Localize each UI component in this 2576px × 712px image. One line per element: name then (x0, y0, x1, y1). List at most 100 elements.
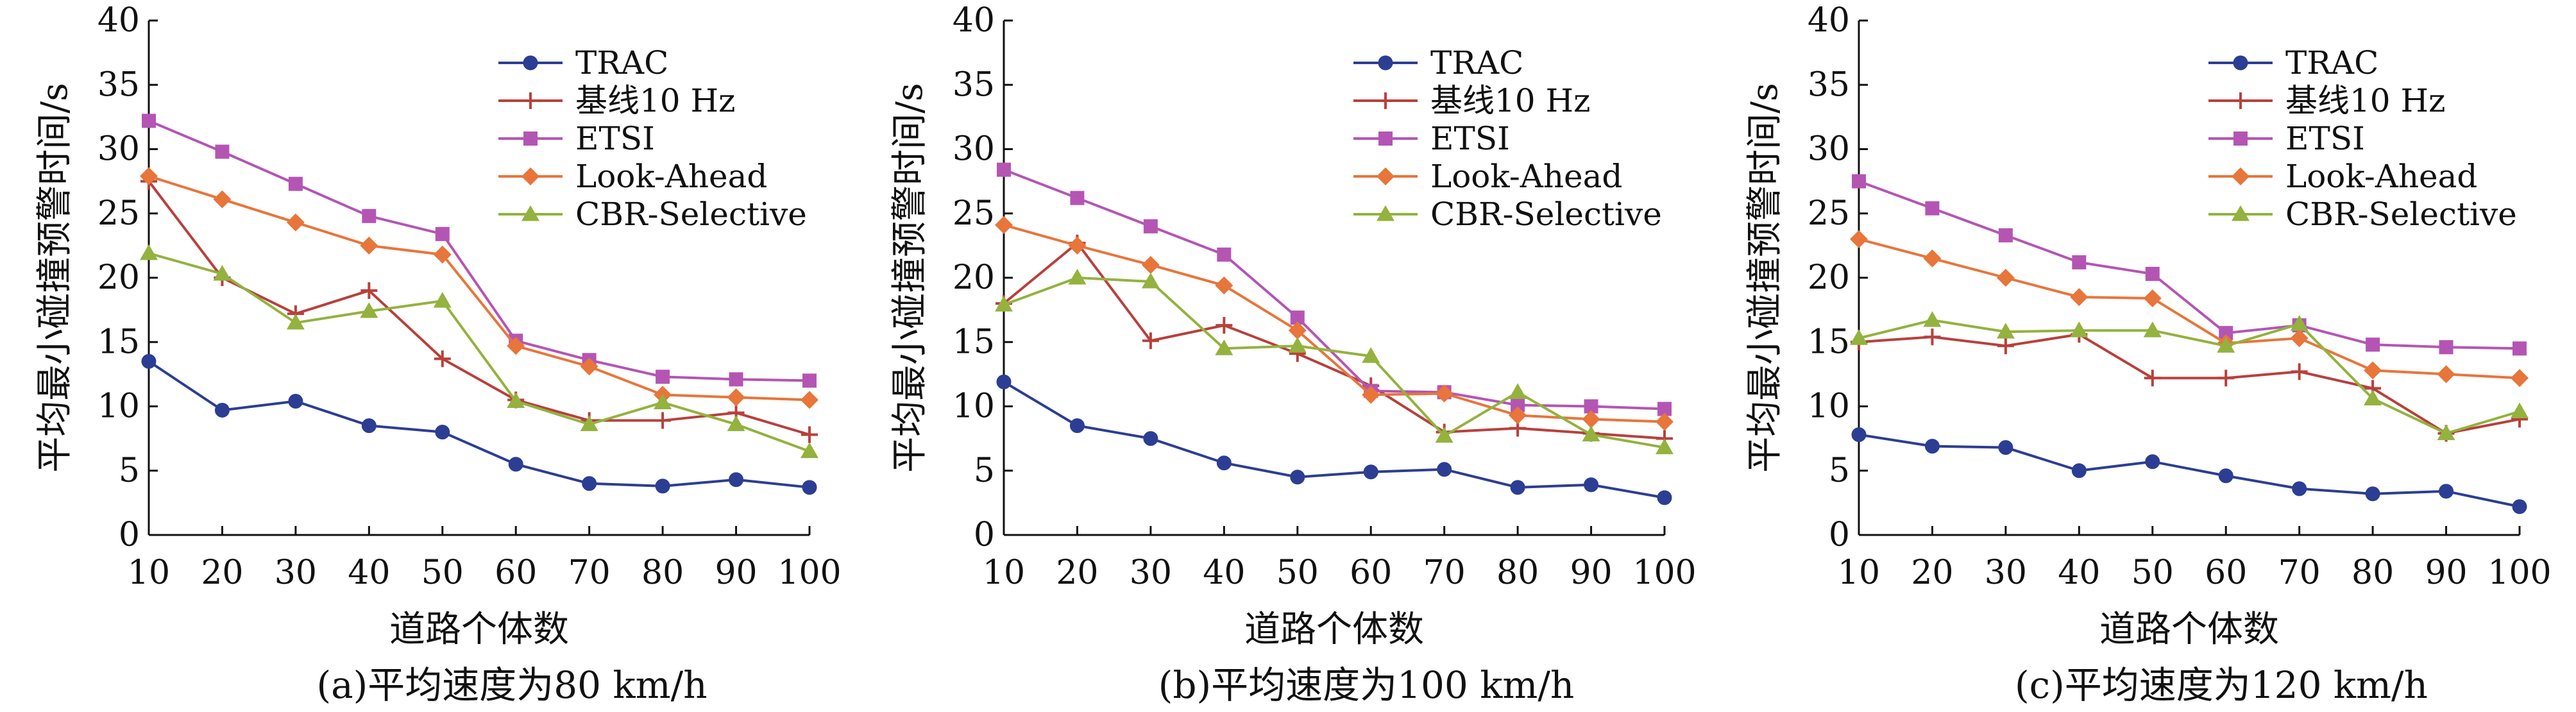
legend-marker (2233, 55, 2248, 71)
x-tick-label: 40 (2058, 554, 2100, 592)
x-tick-label: 80 (2351, 554, 2394, 592)
data-point (214, 403, 230, 418)
y-tick-label: 40 (953, 1, 995, 40)
data-point (1290, 310, 1305, 325)
data-point (1362, 347, 1380, 363)
data-point (1141, 255, 1160, 274)
legend-label: 基线10 Hz (575, 82, 735, 119)
data-point (2290, 329, 2309, 348)
data-point (288, 176, 303, 191)
series-line (1003, 276, 1665, 449)
data-point (1216, 455, 1232, 471)
data-point (508, 457, 523, 472)
data-point (1851, 427, 1867, 443)
y-tick-label: 25 (97, 194, 140, 233)
data-point (435, 425, 450, 440)
x-tick-label: 40 (348, 554, 390, 592)
data-point (1363, 464, 1378, 480)
x-tick-label: 100 (1632, 554, 1696, 592)
series-line (1003, 241, 1665, 440)
x-tick-label: 30 (1985, 554, 2027, 592)
data-point (801, 426, 818, 443)
y-axis-label: 平均最小碰撞预警时间/s (34, 83, 76, 473)
chart-panel-2: 0 5 10 15 20 25 30 35 40 10 20 30 40 50 60 70 80 90 100 平均最… (889, 1, 1697, 707)
data-point (140, 167, 158, 185)
data-point (1437, 462, 1452, 477)
data-point (2070, 288, 2089, 307)
y-tick-label: 20 (97, 259, 140, 297)
y-tick-label: 35 (953, 65, 995, 104)
y-tick-label: 5 (1829, 452, 1850, 490)
data-point (802, 480, 817, 495)
legend-label: TRAC (1430, 44, 1523, 81)
legend-marker (521, 167, 539, 185)
legend-marker (522, 92, 539, 109)
x-tick-label: 100 (777, 554, 841, 592)
y-tick-label: 10 (1808, 387, 1850, 426)
data-point (2437, 424, 2455, 441)
series-5 (995, 269, 1674, 455)
x-tick-label: 20 (1056, 554, 1098, 592)
data-point (1584, 477, 1599, 493)
legend-label: CBR-Selective (575, 196, 807, 233)
data-point (1288, 337, 1307, 353)
data-point (507, 337, 525, 355)
data-point (2072, 255, 2087, 269)
data-point (1215, 339, 1233, 355)
panel-caption: (b)平均速度为100 km/h (1158, 663, 1575, 707)
data-point (2512, 499, 2527, 514)
data-point (1997, 337, 2014, 355)
data-point (142, 114, 156, 128)
data-point (140, 244, 158, 260)
panel-caption: (a)平均速度为80 km/h (316, 663, 707, 707)
legend-label: Look-Ahead (1430, 158, 1622, 195)
data-point (1509, 406, 1527, 425)
data-point (215, 144, 230, 159)
legend-marker (523, 131, 538, 146)
panel-caption: (c)平均速度为120 km/h (2015, 663, 2428, 707)
y-tick-label: 40 (97, 1, 140, 40)
data-point (2217, 369, 2235, 387)
legend-marker (521, 205, 539, 221)
series-1 (996, 374, 1672, 505)
data-point (2143, 289, 2162, 308)
series-line (148, 119, 810, 382)
data-point (1288, 321, 1307, 340)
data-point (2145, 266, 2160, 281)
legend-marker (2232, 167, 2250, 185)
data-point (654, 412, 672, 429)
data-point (2217, 337, 2235, 353)
x-tick-label: 90 (2425, 554, 2467, 592)
x-tick-label: 40 (1203, 554, 1245, 592)
data-point (435, 226, 450, 241)
data-point (1923, 249, 1942, 267)
data-point (1069, 418, 1085, 434)
legend-label: Look-Ahead (2285, 158, 2477, 195)
series-line (148, 251, 810, 453)
data-point (2070, 321, 2089, 337)
data-point (995, 296, 1013, 312)
data-point (361, 418, 377, 434)
legend-marker (1378, 131, 1393, 146)
data-point (1215, 276, 1233, 295)
x-tick-label: 10 (983, 554, 1025, 592)
y-tick-label: 30 (97, 130, 140, 169)
x-tick-label: 50 (421, 554, 464, 592)
y-tick-label: 35 (1808, 65, 1850, 104)
data-point (1925, 201, 1940, 216)
data-point (1142, 332, 1159, 350)
legend-label: CBR-Selective (1430, 196, 1662, 233)
data-point (727, 388, 745, 407)
legend-label: CBR-Selective (2285, 196, 2517, 233)
y-tick-label: 40 (1808, 1, 1850, 40)
y-axis-label: 平均最小碰撞预警时间/s (889, 83, 931, 473)
x-tick-label: 70 (1423, 554, 1466, 592)
data-point (1509, 383, 1527, 399)
data-point (360, 236, 378, 255)
x-tick-label: 70 (2278, 554, 2321, 592)
data-point (1068, 236, 1087, 255)
data-point (1435, 427, 1453, 443)
data-point (801, 442, 818, 459)
data-point (1656, 438, 1674, 455)
